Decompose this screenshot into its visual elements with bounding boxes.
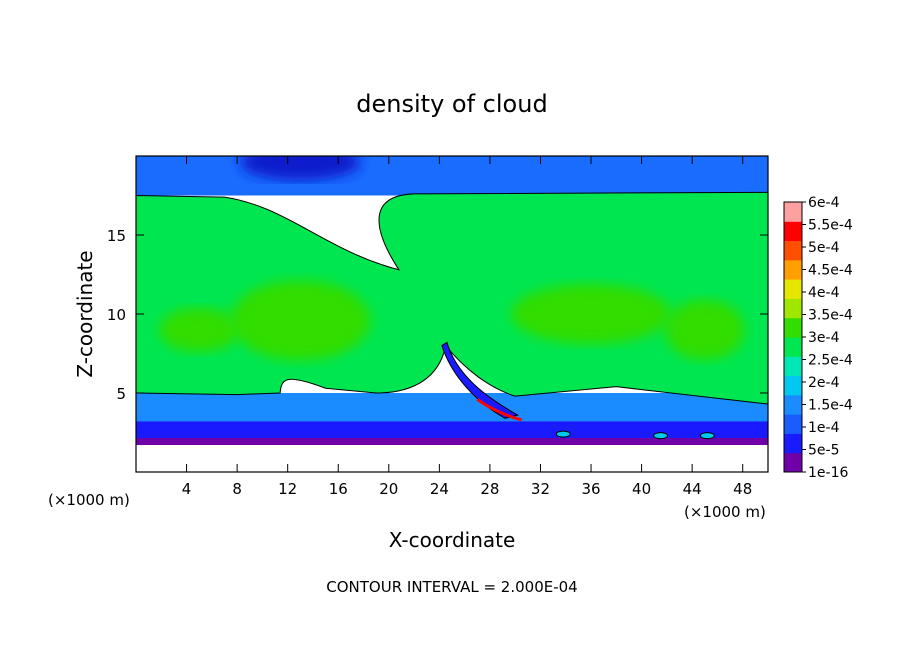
region-upper-clear: [136, 156, 768, 196]
region-lower-dark: [136, 421, 768, 441]
colorbar-label: 4e-4: [808, 285, 840, 301]
region-dark-top: [240, 156, 361, 181]
colorbar-swatch: [784, 356, 802, 377]
colorbar-swatch: [784, 317, 802, 338]
y-tick-label: 5: [116, 385, 126, 403]
colorbar-swatch: [784, 414, 802, 434]
x-axis-ticks: 4 8 12 16 20 24 28 32 36 40 44 48: [182, 156, 752, 498]
x-tick-label: 44: [683, 480, 702, 498]
downdraft-streak: [441, 341, 520, 419]
contour-interval-note: CONTOUR INTERVAL = 2.000E-04: [326, 578, 577, 596]
colorbar-swatch: [784, 433, 802, 454]
colorbar-label: 3.5e-4: [808, 308, 853, 324]
downdraft-red: [476, 398, 522, 422]
colorbar-swatch: [784, 259, 802, 280]
y-tick-label: 15: [107, 227, 126, 245]
cloud-core-1: [230, 280, 371, 361]
colorbar-label: 4.5e-4: [808, 263, 853, 279]
x-tick-label: 8: [232, 480, 242, 498]
vortex-2: [653, 432, 669, 440]
colorbar-label: 2.5e-4: [808, 353, 853, 369]
x-tick-label: 20: [379, 480, 398, 498]
colorbar-label: 1e-4: [808, 420, 840, 436]
x-unit-right: (×1000 m): [684, 503, 766, 521]
colorbar-swatch: [784, 394, 802, 415]
x-axis-label: X-coordinate: [389, 528, 516, 552]
colorbar-label: 6e-4: [808, 195, 840, 211]
x-tick-label: 36: [581, 480, 600, 498]
y-axis-ticks: 5 10 15: [107, 227, 768, 403]
x-tick-label: 48: [733, 480, 752, 498]
colorbar-swatch: [784, 202, 802, 222]
x-tick-label: 40: [632, 480, 651, 498]
colorbar-label: 5.5e-4: [808, 218, 853, 234]
cloud-core-4: [159, 307, 240, 352]
colorbar: 1e-16 5e-5 1e-4 1.5e-4 2e-4 2.5e-4 3e-4 3.5e-4 4…: [783, 195, 853, 481]
cloud-core-3: [664, 299, 745, 360]
colorbar-label: 3e-4: [808, 330, 840, 346]
x-tick-label: 16: [329, 480, 348, 498]
colorbar-label: 1e-16: [808, 465, 848, 481]
chart-title: density of cloud: [356, 90, 547, 118]
colorbar-label: 1.5e-4: [808, 398, 853, 414]
y-tick-label: 10: [107, 306, 126, 324]
x-tick-label: 24: [430, 480, 449, 498]
density-field: [136, 156, 768, 446]
colorbar-swatch: [784, 337, 802, 357]
x-unit-left: (×1000 m): [48, 491, 130, 509]
vortex-1: [555, 430, 571, 438]
cloud-core-2: [511, 284, 672, 344]
x-tick-label: 12: [278, 480, 297, 498]
x-tick-label: 28: [480, 480, 499, 498]
colorbar-label: 2e-4: [808, 375, 840, 391]
plot-area: [136, 156, 768, 472]
x-tick-label: 32: [531, 480, 550, 498]
colorbar-swatch: [784, 375, 802, 396]
colorbar-swatch: [784, 452, 802, 473]
region-cloud-base: [136, 438, 768, 446]
colorbar-swatch: [784, 279, 802, 299]
colorbar-label: 5e-5: [808, 443, 839, 459]
colorbar-swatch: [784, 221, 802, 242]
vortex-3: [699, 432, 715, 440]
colorbar-swatch: [784, 240, 802, 261]
y-axis-label: Z-coordinate: [73, 250, 97, 377]
colorbar-swatch: [784, 298, 802, 319]
colorbar-label: 5e-4: [808, 240, 840, 256]
x-tick-label: 4: [182, 480, 192, 498]
